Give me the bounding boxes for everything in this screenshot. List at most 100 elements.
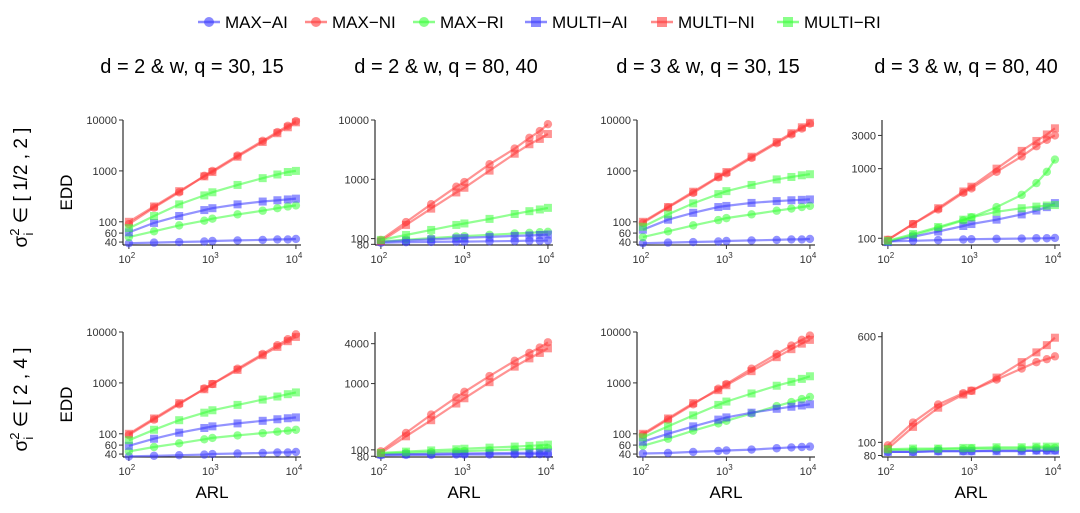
data-point [525, 140, 534, 149]
data-point [689, 208, 698, 217]
x-tick-label: 104 [800, 251, 817, 266]
series-multi-ni [124, 332, 300, 438]
data-point [149, 442, 159, 452]
data-point [291, 201, 301, 210]
data-point [772, 206, 781, 215]
legend-label: MAX−NI [332, 13, 396, 32]
y-tick-label: 1000 [93, 378, 117, 390]
series-line [128, 169, 297, 230]
data-point [688, 447, 698, 457]
series-line [887, 336, 1056, 450]
data-point [452, 445, 461, 454]
series-max-ai [883, 233, 1060, 246]
data-point [747, 389, 756, 398]
data-point [452, 234, 461, 243]
data-point [959, 443, 968, 452]
data-point [510, 442, 519, 451]
data-point [1050, 131, 1060, 140]
data-point [427, 235, 436, 244]
series-line [642, 445, 810, 455]
data-point [233, 180, 242, 189]
series-max-ai [124, 447, 301, 461]
data-point [883, 236, 892, 245]
data-point [909, 220, 918, 229]
data-point [149, 451, 159, 460]
data-point [208, 406, 217, 415]
x-tick-label: 104 [1045, 251, 1062, 266]
series-max-ai [124, 234, 301, 248]
data-point [722, 446, 731, 455]
legend-marker-circle [311, 17, 321, 27]
y-tick-label: 40 [105, 237, 117, 249]
series-line [887, 445, 1055, 451]
data-point [664, 414, 673, 423]
data-point [1017, 234, 1026, 243]
data-point [535, 231, 544, 240]
row-label-range: ∈ [ 1/2 , 2 ] [11, 128, 32, 229]
data-point [772, 175, 781, 184]
data-point [1017, 210, 1026, 219]
series-max-ni [883, 352, 1060, 450]
data-point [273, 415, 282, 424]
row-label-sigma: σ [11, 440, 32, 452]
data-point [722, 397, 731, 406]
data-point [747, 180, 756, 189]
data-point [805, 442, 815, 451]
x-tick-label: 103 [716, 251, 733, 266]
data-point [797, 394, 807, 404]
data-point [124, 238, 134, 248]
data-point [772, 197, 781, 206]
data-point [787, 235, 796, 244]
data-point [747, 236, 756, 245]
series-line [642, 403, 811, 443]
data-point [933, 235, 943, 245]
series-max-ai [638, 442, 815, 458]
data-point [543, 230, 552, 239]
data-point [1042, 201, 1051, 210]
data-point [787, 196, 796, 205]
data-point [124, 441, 133, 450]
data-point [1032, 136, 1041, 145]
x-tick-label: 103 [454, 251, 471, 266]
row-label-sup: 2 [7, 228, 22, 235]
y-tick-label: 10000 [86, 327, 117, 339]
data-point [714, 190, 723, 199]
series-line [642, 204, 811, 239]
data-point [233, 400, 242, 409]
series-line [380, 133, 549, 243]
data-point [485, 166, 494, 175]
data-point [150, 414, 159, 423]
series-line [642, 198, 810, 231]
data-point [283, 337, 292, 346]
data-point [747, 367, 756, 376]
series-multi-ai [638, 400, 814, 446]
data-point [124, 436, 133, 445]
data-point [485, 214, 494, 223]
data-point [258, 235, 267, 245]
data-point [992, 207, 1001, 216]
data-point [934, 403, 943, 412]
y-tick-label: 10000 [338, 115, 369, 127]
legend-item: MULTI−RI [777, 13, 881, 32]
data-point [714, 415, 723, 424]
legend-item: MAX−AI [198, 13, 288, 32]
data-point [543, 344, 552, 353]
data-point [535, 348, 544, 357]
series-multi-ni [124, 118, 300, 226]
y-tick-label: 1000 [607, 166, 631, 178]
data-point [124, 228, 133, 237]
data-point [992, 443, 1001, 452]
data-point [200, 408, 209, 417]
data-point [722, 236, 731, 246]
data-point [967, 213, 976, 222]
x-axis-title: ARL [954, 483, 987, 502]
data-point [291, 425, 301, 434]
y-tick-label: 60 [619, 440, 631, 452]
data-point [150, 425, 159, 434]
series-line [128, 450, 296, 458]
data-point [291, 447, 301, 457]
data-point [208, 214, 217, 223]
series-line [128, 237, 296, 245]
x-tick-label: 103 [961, 251, 978, 266]
legend-item: MULTI−AI [525, 13, 628, 32]
